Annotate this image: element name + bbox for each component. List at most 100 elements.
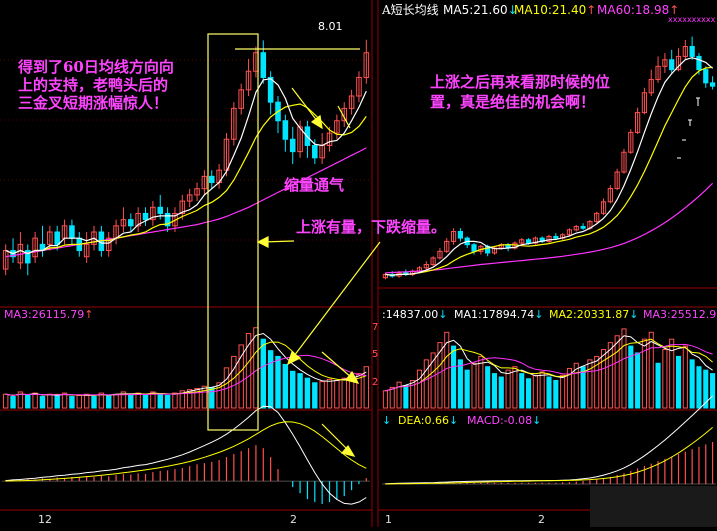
volume-bar-22 [532, 374, 538, 409]
ma5-line [5, 78, 367, 255]
candle-body-44 [326, 132, 333, 146]
dea-label: DEA:0.66↓ [398, 414, 458, 427]
ma60-line [385, 182, 714, 274]
left-macd-panel [2, 405, 370, 505]
arrow-to-macd [321, 423, 349, 451]
volume-bar-30 [587, 359, 593, 409]
candle-body-9 [444, 240, 450, 252]
volume-bar-23 [539, 371, 545, 409]
volume-bar-31 [231, 355, 237, 409]
volume-bar-8 [61, 392, 68, 409]
volume-bar-12 [464, 369, 470, 409]
candle-body-45 [334, 120, 340, 134]
candle-body-49 [363, 52, 370, 78]
candle-body-25 [553, 235, 559, 239]
arrow-to-dip-1 [291, 87, 319, 123]
volume-bar-9 [69, 396, 75, 409]
volume-bar-21 [526, 378, 532, 409]
candle-body-14 [105, 237, 112, 252]
volume-bar-16 [120, 391, 127, 409]
candle-body-32 [238, 89, 244, 109]
volume-bar-39 [648, 331, 654, 409]
volume-bar-27 [566, 367, 572, 409]
candle-body-18 [135, 212, 141, 227]
candle-body-24 [546, 235, 552, 242]
vol-ma2-line [385, 338, 713, 392]
right-x-tick-1: 2 [538, 513, 545, 526]
arrow-to-macd-head [340, 444, 356, 457]
note-60ma-line-1: 得到了60日均线方向向 [17, 58, 174, 76]
arrow-to-volume [293, 241, 381, 357]
candle-body-44 [682, 46, 688, 57]
candle-body-19 [142, 212, 149, 221]
volume-bar-3 [403, 385, 409, 409]
volume-bar-1 [389, 386, 395, 409]
candle-body-46 [696, 55, 702, 71]
candle-body-40 [655, 65, 661, 81]
volume-bar-46 [341, 377, 347, 409]
volume-bar-27 [201, 385, 208, 409]
volume-bar-25 [186, 389, 193, 409]
dea-line [385, 427, 713, 485]
volume-bar-28 [209, 386, 215, 409]
volume-bar-37 [275, 355, 281, 409]
volume-bar-41 [304, 377, 311, 409]
volume-bar-32 [600, 349, 607, 409]
volume-bar-26 [194, 388, 200, 409]
volume-bar-5 [39, 396, 46, 409]
volume-bar-48 [710, 373, 716, 409]
left-vol-ma3-label: MA3:26115.79↑ [4, 308, 93, 321]
volume-bar-46 [696, 366, 702, 409]
arrow-to-volume-right [321, 351, 353, 379]
right-volume-panel [382, 328, 716, 409]
candle-body-9 [69, 225, 75, 239]
vol-ma3-line [385, 343, 713, 392]
volume-bar-12 [91, 396, 97, 409]
ma10-label: MA10:21.40↑ [514, 3, 596, 17]
candle-body-21 [525, 239, 532, 244]
volume-bar-6 [423, 359, 429, 409]
volume-bar-47 [703, 369, 709, 409]
candle-body-37 [634, 112, 641, 133]
candle-body-31 [231, 107, 237, 140]
volume-bar-10 [451, 345, 457, 409]
note-right-line-2: 置，真是绝佳的机会啊！ [430, 93, 595, 111]
candle-body-38 [282, 120, 289, 140]
candle-body-35 [260, 52, 267, 78]
volume-bar-36 [267, 350, 274, 409]
candle-body-48 [356, 76, 362, 97]
volume-bar-40 [655, 362, 661, 409]
candle-body-16 [120, 219, 127, 227]
candle-body-27 [201, 175, 208, 190]
dif-line [5, 405, 367, 505]
candle-body-42 [669, 59, 675, 71]
vol-tick-7: 7 [372, 322, 378, 333]
candle-body-40 [297, 126, 303, 153]
volume-bar-13 [471, 362, 477, 409]
candle-body-6 [423, 264, 429, 269]
volume-bar-1 [10, 396, 16, 409]
volume-bar-45 [689, 359, 695, 409]
volume-bar-48 [356, 373, 362, 409]
left-price-panel [2, 39, 370, 276]
macd-prefix-arrow: ↓ [382, 414, 391, 427]
volume-bar-42 [312, 382, 318, 409]
candle-body-7 [430, 257, 436, 266]
candle-body-41 [662, 59, 668, 67]
note-shrink-volume: 缩量通气 [284, 176, 344, 194]
candle-body-42 [312, 144, 318, 159]
volume-bar-40 [297, 373, 303, 409]
volume-bar-8 [437, 342, 443, 409]
volume-bar-16 [491, 373, 498, 409]
candle-body-33 [607, 188, 613, 203]
ma60-line [5, 147, 367, 258]
candle-body-7 [54, 231, 60, 245]
candle-body-47 [703, 69, 709, 84]
volume-bar-18 [505, 369, 511, 409]
right-vol-label-2: MA2:20331.87↓ [549, 308, 638, 321]
volume-bar-33 [607, 342, 613, 409]
volume-bar-43 [675, 355, 682, 409]
volume-bar-37 [635, 352, 641, 409]
ma5-line [385, 57, 713, 276]
